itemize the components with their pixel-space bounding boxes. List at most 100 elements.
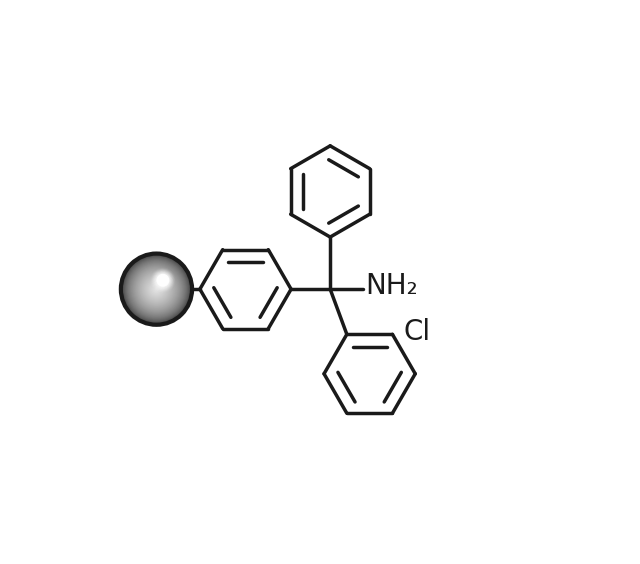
Circle shape [129,261,184,317]
Circle shape [148,280,165,298]
Circle shape [138,270,175,309]
Circle shape [139,271,174,307]
Circle shape [142,275,171,303]
Circle shape [143,276,170,302]
Circle shape [150,283,163,296]
Circle shape [123,256,190,323]
Circle shape [136,268,177,310]
Circle shape [127,260,186,319]
Circle shape [144,277,169,302]
Circle shape [124,257,189,321]
Circle shape [146,279,166,299]
Circle shape [121,254,192,325]
Circle shape [141,274,172,305]
Circle shape [145,277,168,301]
Circle shape [157,275,168,286]
Circle shape [132,265,181,314]
Circle shape [154,287,159,292]
Text: NH₂: NH₂ [365,272,418,299]
Circle shape [122,254,191,324]
Circle shape [125,258,188,320]
Circle shape [154,286,159,292]
Circle shape [135,268,178,311]
Circle shape [161,278,165,283]
Circle shape [124,256,189,322]
Circle shape [161,279,164,281]
Circle shape [155,272,171,288]
Circle shape [160,277,166,283]
Circle shape [152,270,173,291]
Circle shape [152,285,161,293]
Circle shape [123,255,190,323]
Circle shape [145,277,168,301]
Circle shape [152,269,174,292]
Circle shape [156,274,169,287]
Circle shape [134,267,179,311]
Circle shape [133,266,180,313]
Circle shape [136,268,177,310]
Circle shape [129,262,184,317]
Circle shape [156,288,157,290]
Circle shape [154,287,159,292]
Circle shape [150,268,175,293]
Circle shape [138,271,175,307]
Circle shape [148,281,164,297]
Circle shape [134,266,179,312]
Circle shape [131,264,182,315]
Circle shape [158,276,168,285]
Circle shape [157,274,169,287]
Circle shape [153,285,160,293]
Circle shape [146,279,167,300]
Circle shape [132,265,180,313]
Circle shape [153,270,173,290]
Circle shape [140,273,173,305]
Circle shape [155,288,158,290]
Circle shape [141,274,172,305]
Text: Cl: Cl [403,318,431,346]
Circle shape [142,275,171,304]
Circle shape [147,279,166,299]
Circle shape [143,275,170,303]
Circle shape [149,281,164,297]
Circle shape [124,257,189,321]
Circle shape [139,272,174,306]
Circle shape [150,283,163,295]
Circle shape [155,288,158,291]
Circle shape [129,262,184,316]
Circle shape [130,262,183,316]
Circle shape [133,266,180,312]
Circle shape [140,272,173,306]
Circle shape [138,271,175,308]
Circle shape [159,276,167,284]
Circle shape [162,280,164,281]
Circle shape [147,280,166,298]
Circle shape [130,263,183,315]
Circle shape [152,285,161,294]
Circle shape [156,274,170,287]
Circle shape [127,259,186,319]
Circle shape [150,283,163,296]
Circle shape [159,277,166,284]
Circle shape [156,273,170,288]
Circle shape [149,282,164,296]
Circle shape [131,263,182,315]
Circle shape [143,276,170,302]
Circle shape [152,284,161,294]
Circle shape [122,255,191,323]
Circle shape [127,260,186,318]
Circle shape [148,281,165,298]
Circle shape [145,278,168,300]
Circle shape [154,271,172,290]
Circle shape [140,272,173,306]
Circle shape [122,254,191,324]
Circle shape [136,269,177,309]
Circle shape [134,267,179,311]
Circle shape [154,271,172,289]
Circle shape [137,270,176,309]
Circle shape [125,258,187,320]
Circle shape [128,261,185,318]
Circle shape [151,284,162,294]
Circle shape [126,259,187,319]
Circle shape [125,258,188,321]
Circle shape [132,265,181,314]
